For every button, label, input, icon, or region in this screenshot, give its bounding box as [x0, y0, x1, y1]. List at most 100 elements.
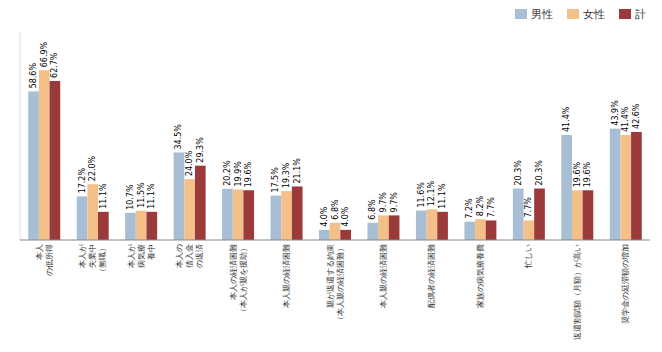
data-label: 11.5% — [137, 182, 146, 208]
x-tick-label: 本人の経済困難（本人が親を援助） — [229, 244, 248, 316]
data-label: 7.7% — [487, 197, 496, 218]
data-labels: 58.6%17.2%10.7%34.5%20.2%17.5%4.0%6.8%11… — [29, 41, 641, 226]
data-label: 42.6% — [632, 103, 641, 129]
bar — [184, 179, 195, 240]
x-tick-label: 本人の低所得 — [35, 244, 54, 276]
data-label: 19.6% — [244, 161, 253, 187]
bar — [620, 135, 631, 240]
bar — [195, 166, 206, 240]
data-label: 20.3% — [535, 160, 544, 186]
legend-swatch — [619, 9, 631, 19]
bar — [534, 189, 545, 240]
legend-item: 計 — [619, 8, 646, 21]
data-label: 12.1% — [427, 180, 436, 206]
bar — [437, 212, 448, 240]
bar — [174, 152, 185, 240]
x-tick-label: 本人親の経済困難 — [282, 244, 291, 308]
bar — [28, 91, 39, 240]
bar — [389, 215, 400, 240]
bar — [222, 189, 233, 240]
bar — [572, 190, 583, 240]
bar — [271, 196, 282, 240]
bar — [631, 132, 642, 240]
bar — [524, 220, 535, 240]
data-label: 11.1% — [99, 183, 108, 209]
data-label: 21.1% — [293, 158, 302, 184]
legend-swatch — [567, 9, 579, 19]
data-label: 43.9% — [611, 100, 620, 126]
data-label: 22.0% — [88, 155, 97, 181]
data-label: 34.5% — [174, 124, 183, 150]
x-tick-label: 配偶者の経済困難 — [427, 244, 436, 308]
legend-item: 男性 — [515, 8, 553, 21]
data-label: 29.3% — [196, 137, 205, 163]
bar — [50, 81, 61, 240]
data-label: 41.4% — [562, 106, 571, 132]
legend-label: 男性 — [531, 8, 553, 21]
data-label: 41.4% — [621, 106, 630, 132]
data-label: 20.2% — [223, 160, 232, 186]
bar — [378, 215, 389, 240]
bar — [87, 184, 98, 240]
x-tick-label: 忙しい — [524, 244, 533, 269]
data-label: 9.7% — [379, 192, 388, 213]
data-label: 10.7% — [126, 184, 135, 210]
data-label: 9.7% — [390, 192, 399, 213]
bar — [136, 211, 147, 240]
data-label: 4.0% — [320, 206, 329, 227]
x-tick-label: 家族の病気療養費 — [476, 244, 485, 308]
bar — [475, 219, 486, 240]
x-tick-label: 本人の借入金の返済 — [175, 244, 204, 268]
data-label: 62.7% — [50, 52, 59, 78]
bar — [486, 220, 497, 240]
x-tick-label: 奨学金の延滞額の増加 — [621, 244, 630, 324]
bar — [464, 222, 475, 240]
bar — [292, 186, 303, 240]
x-tick-label: 本人が病気療養中 — [127, 243, 156, 268]
bar — [243, 190, 254, 240]
bar — [39, 70, 50, 240]
legend-label: 女性 — [583, 8, 605, 21]
data-label: 19.9% — [234, 161, 243, 187]
data-label: 7.2% — [465, 198, 474, 219]
bar — [281, 191, 292, 240]
legend: 男性 女性 計 — [515, 8, 646, 21]
data-label: 24.0% — [185, 150, 194, 176]
legend-swatch — [515, 9, 527, 19]
bar — [416, 211, 427, 240]
data-label: 6.8% — [331, 199, 340, 220]
bar — [367, 223, 378, 240]
x-tick-label: 本人親の経済困難 — [379, 244, 388, 308]
bar — [561, 135, 572, 240]
y-range-line — [20, 32, 21, 240]
data-label: 4.0% — [341, 206, 350, 227]
bar — [610, 129, 621, 240]
x-tick-label: 本人が失業中（無職） — [78, 243, 107, 276]
data-label: 11.6% — [417, 182, 426, 208]
data-label: 19.6% — [573, 161, 582, 187]
data-label: 17.2% — [78, 168, 87, 194]
data-label: 20.3% — [514, 160, 523, 186]
bar — [77, 196, 88, 240]
bar — [513, 189, 524, 240]
bar — [340, 230, 351, 240]
data-label: 7.7% — [524, 197, 533, 218]
bar — [583, 190, 594, 240]
bar — [330, 223, 341, 240]
data-label: 11.1% — [438, 183, 447, 209]
bar — [319, 230, 330, 240]
data-label: 6.8% — [368, 199, 377, 220]
x-axis-line — [20, 240, 650, 241]
x-tick-label: 返還割賦額（月額）が高い — [573, 244, 582, 340]
data-label: 19.6% — [583, 161, 592, 187]
data-label: 19.3% — [282, 162, 291, 188]
legend-label: 計 — [635, 8, 646, 21]
chart: 58.6%17.2%10.7%34.5%20.2%17.5%4.0%6.8%11… — [0, 0, 662, 352]
x-tick-label: 親が返還する約束（本人親の経済困難） — [326, 244, 345, 324]
bar — [98, 212, 109, 240]
bar — [233, 190, 244, 240]
data-label: 17.5% — [271, 167, 280, 193]
data-label: 11.1% — [147, 183, 156, 209]
bar — [125, 213, 136, 240]
bar — [146, 212, 157, 240]
